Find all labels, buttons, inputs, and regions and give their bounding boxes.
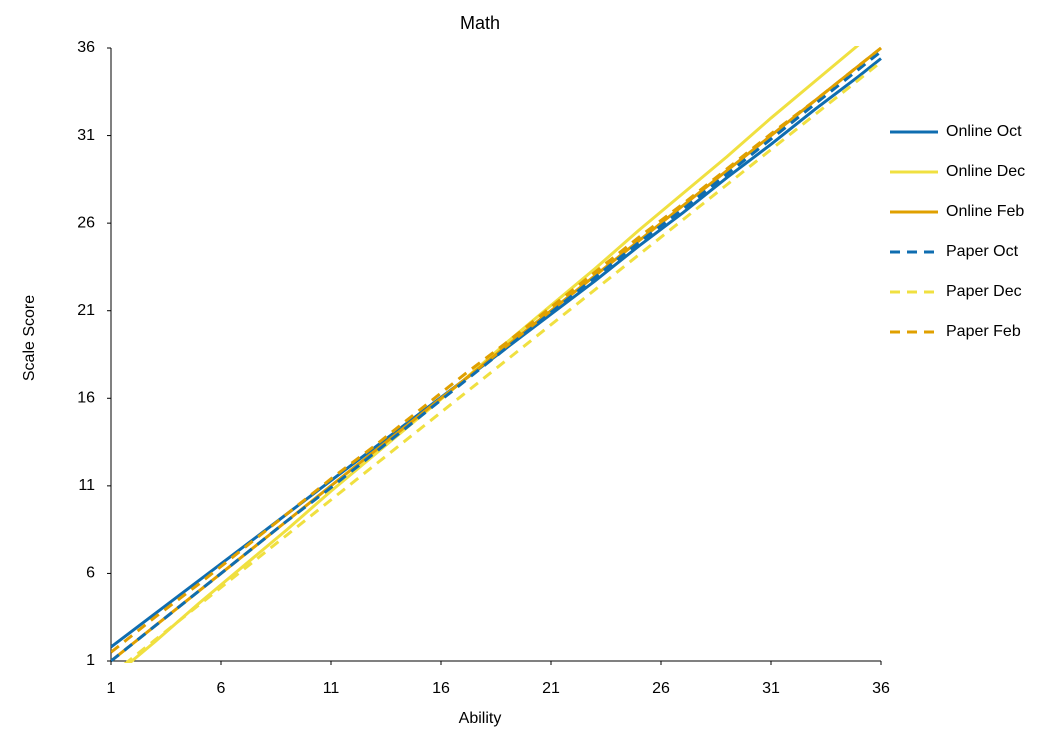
x-tick-label: 16 (432, 680, 450, 697)
y-tick-label: 1 (86, 652, 95, 669)
y-tick-label: 36 (77, 39, 95, 56)
legend-label: Online Oct (946, 123, 1022, 140)
x-tick-label: 1 (107, 680, 116, 697)
chart-title: Math (460, 13, 500, 33)
y-tick-label: 11 (78, 477, 95, 494)
y-axis-label: Scale Score (21, 295, 38, 381)
series-line (111, 50, 882, 663)
x-tick-label: 6 (217, 680, 226, 697)
series-line (111, 46, 882, 663)
y-tick-label: 21 (77, 302, 95, 319)
x-tick-label: 36 (872, 680, 890, 697)
x-tick-label: 11 (323, 680, 340, 697)
y-tick-label: 16 (77, 390, 95, 407)
y-tick-label: 26 (77, 214, 95, 231)
legend-label: Online Dec (946, 163, 1025, 180)
y-tick-label: 6 (86, 565, 95, 582)
legend-label: Paper Oct (946, 243, 1019, 260)
y-tick-label: 31 (77, 127, 95, 144)
x-axis-label: Ability (459, 710, 502, 727)
series-line (123, 60, 882, 663)
series-line (111, 46, 882, 654)
legend-label: Paper Feb (946, 323, 1021, 340)
legend-label: Online Feb (946, 203, 1024, 220)
x-tick-label: 21 (542, 680, 560, 697)
legend-label: Paper Dec (946, 283, 1022, 300)
x-tick-label: 31 (762, 680, 780, 697)
x-tick-label: 26 (652, 680, 670, 697)
series-line (127, 46, 860, 663)
